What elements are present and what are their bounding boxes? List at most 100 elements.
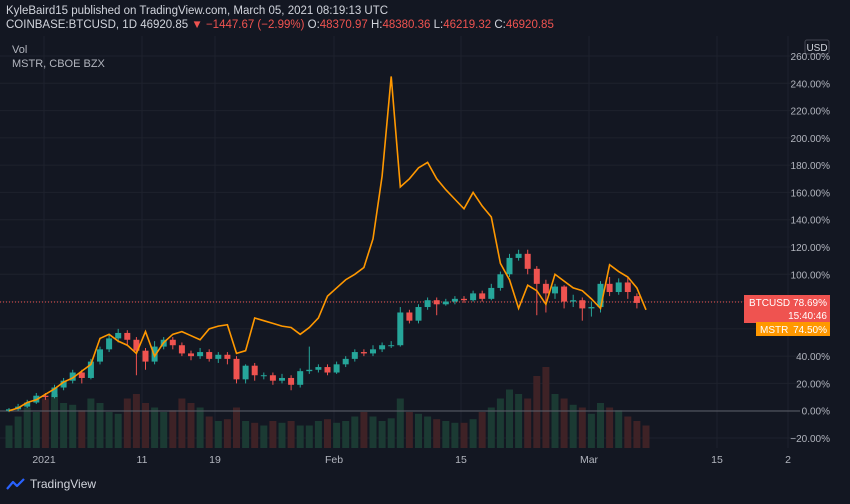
brand-name: TradingView bbox=[30, 477, 97, 491]
volume-bar bbox=[524, 398, 532, 448]
candle-body bbox=[379, 345, 386, 350]
candle-body bbox=[224, 354, 231, 359]
candle-body bbox=[242, 365, 249, 380]
currency-badge bbox=[804, 39, 830, 55]
candle-body bbox=[597, 283, 604, 308]
volume-bar bbox=[378, 421, 386, 448]
volume-bar bbox=[132, 394, 140, 448]
candle-body bbox=[552, 286, 558, 294]
btcusd-badge-time: 15:40:46 bbox=[788, 311, 827, 322]
candle-body bbox=[288, 377, 295, 385]
candle-body bbox=[197, 352, 204, 357]
candle-body bbox=[306, 369, 313, 372]
y-tick-label: 140.00% bbox=[791, 216, 831, 227]
low-value: 46219.32 bbox=[443, 19, 492, 31]
volume-bar bbox=[223, 419, 231, 448]
volume-bar bbox=[51, 394, 58, 448]
volume-bar bbox=[533, 376, 541, 448]
candle-body bbox=[42, 395, 49, 398]
candle-body bbox=[579, 300, 586, 309]
volume-bar bbox=[96, 403, 104, 448]
volume-bar bbox=[369, 416, 377, 448]
volume-bar bbox=[32, 412, 40, 448]
candle-body bbox=[588, 307, 595, 309]
volume-bar bbox=[5, 425, 13, 448]
btcusd-badge: BTCUSD 78.69% 15:40:46 bbox=[744, 295, 830, 323]
volume-bars bbox=[5, 367, 650, 448]
y-tick-label: 0.00% bbox=[802, 407, 830, 418]
candle-body bbox=[542, 283, 549, 294]
compare-legend[interactable]: MSTR, CBOE BZX bbox=[12, 58, 105, 70]
candle-body bbox=[633, 296, 640, 303]
candle-body bbox=[442, 301, 449, 305]
volume-bar bbox=[324, 419, 331, 448]
candle-body bbox=[351, 352, 358, 359]
y-tick-label: 100.00% bbox=[791, 270, 831, 281]
mstr-line bbox=[8, 76, 647, 412]
volume-bar bbox=[642, 425, 650, 448]
candle-body bbox=[561, 286, 568, 302]
candle-body bbox=[424, 300, 431, 308]
candle-body bbox=[188, 353, 194, 357]
volume-bar bbox=[342, 421, 350, 448]
volume-bar bbox=[305, 425, 313, 448]
price-chart[interactable]: USD 260.00%240.00%220.00%200.00%180.00%1… bbox=[0, 36, 850, 499]
volume-bar bbox=[269, 421, 277, 448]
symbol-name: COINBASE:BTCUSD, 1D bbox=[6, 19, 137, 31]
volume-bar bbox=[287, 421, 295, 448]
price-axis[interactable]: USD 260.00% 240.00% 220.00% 200.00% 180.00% 1… bbox=[790, 39, 831, 445]
volume-bar bbox=[260, 425, 268, 448]
volume-bar bbox=[314, 421, 322, 448]
volume-legend[interactable]: Vol bbox=[12, 44, 28, 56]
x-tick-label: 15 bbox=[711, 454, 723, 466]
volume-bar bbox=[60, 403, 68, 448]
candle-body bbox=[215, 354, 222, 359]
volume-bar bbox=[387, 418, 395, 448]
candle-body bbox=[315, 367, 322, 370]
candle-body bbox=[624, 282, 631, 293]
volume-bar bbox=[351, 416, 359, 448]
volume-bar bbox=[23, 407, 31, 448]
time-axis[interactable]: 2021 11 19 Feb 15 Mar 15 2 bbox=[32, 454, 791, 466]
volume-bar bbox=[242, 421, 250, 448]
y-tick-label: 200.00% bbox=[791, 134, 831, 145]
candle-body bbox=[69, 372, 76, 381]
x-tick-label: 19 bbox=[209, 454, 221, 466]
candle-body bbox=[178, 345, 185, 354]
volume-bar bbox=[114, 413, 122, 448]
candle-body bbox=[87, 361, 94, 378]
price-change: ▼ −1447.67 (−2.99%) bbox=[191, 19, 305, 31]
tradingview-logo-icon bbox=[6, 478, 25, 490]
candle-body bbox=[433, 300, 440, 305]
volume-bar bbox=[142, 403, 149, 448]
candle-body bbox=[515, 253, 522, 258]
volume-bar bbox=[478, 412, 486, 448]
volume-bar bbox=[169, 410, 177, 448]
y-tick-label: 220.00% bbox=[791, 107, 831, 118]
chart-area[interactable]: USD 260.00% 240.00% 220.00% 200.00% 180.00% 1… bbox=[0, 36, 850, 499]
candle-body bbox=[233, 358, 240, 380]
candle-body bbox=[488, 287, 495, 299]
currency-label: USD bbox=[806, 43, 827, 54]
volume-bar bbox=[487, 407, 495, 448]
volume-bar bbox=[496, 398, 504, 448]
x-tick-label: Mar bbox=[580, 454, 599, 466]
candle-body bbox=[60, 380, 67, 388]
volume-bar bbox=[396, 398, 404, 448]
candle-body bbox=[415, 307, 422, 321]
volume-bar bbox=[278, 422, 286, 448]
volume-bar bbox=[251, 422, 259, 448]
close-value: 46920.85 bbox=[505, 19, 554, 31]
candle-body bbox=[497, 274, 504, 288]
volume-bar bbox=[41, 398, 49, 448]
publish-line: KyleBaird15 published on TradingView.com… bbox=[6, 5, 389, 17]
candle-body bbox=[570, 300, 577, 302]
candle-body bbox=[324, 367, 331, 373]
volume-bar bbox=[160, 412, 168, 448]
tradingview-logo[interactable]: TradingView bbox=[6, 477, 96, 491]
candle-body bbox=[370, 349, 376, 354]
candle-body bbox=[615, 282, 622, 293]
volume-bar bbox=[633, 421, 641, 448]
candle-body bbox=[269, 375, 276, 381]
x-tick-label: 11 bbox=[137, 454, 148, 466]
